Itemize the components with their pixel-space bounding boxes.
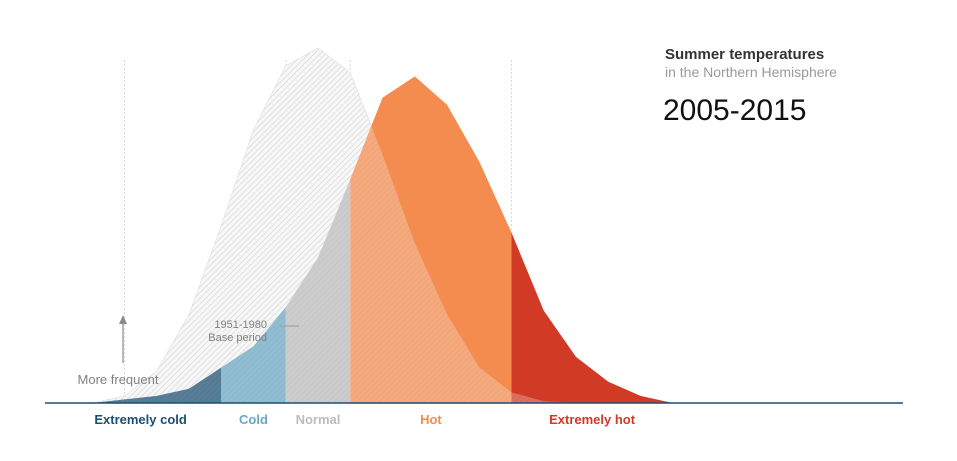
category-label-extremely-hot: Extremely hot: [549, 412, 636, 427]
base-period-years: 1951-1980: [214, 319, 267, 331]
chart-subtitle: in the Northern Hemisphere: [665, 64, 837, 80]
chart-title: Summer temperatures: [665, 46, 824, 63]
base-period-label: Base period: [208, 332, 267, 344]
category-label-normal: Normal: [296, 412, 341, 427]
category-label-cold: Cold: [239, 412, 268, 427]
series-area-base-period-overlay: [60, 48, 576, 403]
up-arrow-icon: [119, 315, 127, 324]
band-extremely-hot: [511, 76, 673, 403]
category-labels: Extremely cold Cold Normal Hot Extremely hot: [94, 412, 635, 427]
period-label: 2005-2015: [663, 94, 806, 127]
category-label-hot: Hot: [420, 412, 442, 427]
category-label-extremely-cold: Extremely cold: [94, 412, 187, 427]
y-axis-note: More frequent: [78, 372, 159, 387]
